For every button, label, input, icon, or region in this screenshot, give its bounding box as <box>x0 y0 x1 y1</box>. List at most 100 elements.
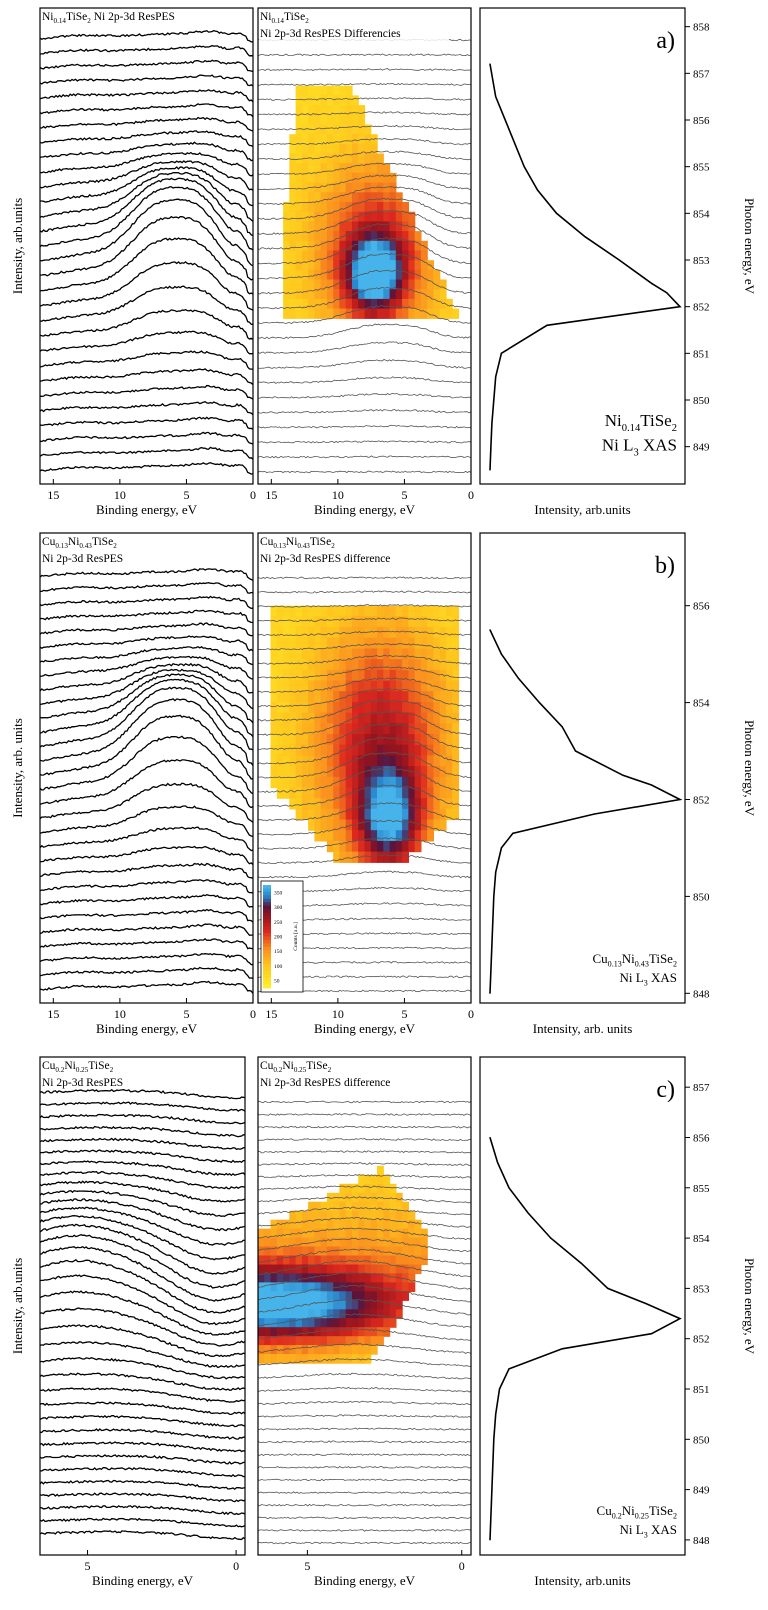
heatmap-cell <box>389 1282 397 1292</box>
diff-spectrum-curve <box>257 1313 472 1328</box>
heatmap-cell <box>395 787 403 799</box>
diff-title-c-line: Cu0.2Ni0.25TiSe2 <box>260 1060 332 1074</box>
heatmap-cell <box>289 616 297 628</box>
heatmap-cell <box>383 669 391 682</box>
heatmap-cell <box>270 744 278 756</box>
heatmap-cell <box>370 260 378 271</box>
heatmap-cell <box>364 691 372 703</box>
diff-title-bg <box>259 9 449 47</box>
heatmap-cell <box>283 1237 290 1248</box>
heatmap-cell <box>445 787 453 799</box>
diff-spectrum-curve <box>257 1343 472 1355</box>
heatmap-cell <box>383 1264 391 1275</box>
heatmap-cell <box>364 701 372 714</box>
heatmap-cell <box>383 1192 391 1203</box>
heatmap-cell <box>427 648 434 660</box>
diff-spectrum-curve <box>257 723 472 751</box>
heatmap-cell <box>383 616 391 628</box>
heatmap-cell <box>358 648 366 660</box>
heatmap-cell <box>414 1219 422 1230</box>
heatmap-cell <box>377 1165 384 1176</box>
diff-xlabel-c: Binding energy, eV <box>314 1573 416 1588</box>
heatmap-cell <box>270 1282 278 1292</box>
heatmap-cell <box>389 787 397 799</box>
heatmap-cell <box>289 221 297 232</box>
heatmap-cell <box>433 637 441 650</box>
xas-sample-label-c-run: Ni L <box>620 1522 644 1537</box>
heatmap-cell <box>314 1273 322 1283</box>
pes-b-xtick-label: 10 <box>114 1007 126 1021</box>
heatmap-cell <box>377 153 384 164</box>
heatmap-cell <box>352 182 359 193</box>
heatmap-cell <box>333 637 341 650</box>
heatmap-cell <box>370 1300 378 1310</box>
heatmap-cell <box>326 1273 334 1283</box>
heatmap-cell <box>301 723 309 735</box>
xas-point <box>493 895 495 898</box>
heatmap-cell <box>383 701 391 714</box>
heatmap-cell <box>283 1228 290 1239</box>
heatmap-cell <box>326 1192 334 1203</box>
heatmap-cell <box>270 648 278 660</box>
diff-spectrum-curve <box>258 1272 472 1291</box>
heatmap-cell <box>295 616 303 628</box>
heatmap-cell <box>301 192 309 203</box>
xas-point <box>574 750 577 752</box>
heatmap-cell <box>383 798 391 810</box>
heatmap-cell <box>352 153 359 164</box>
colorbar-swatch <box>263 960 271 965</box>
heatmap-cell <box>427 712 434 724</box>
pes-spectrum-curve <box>39 655 254 680</box>
heatmap-cell <box>276 627 284 639</box>
heatmap-cell <box>333 1246 341 1257</box>
pes-title-c-run: Ni <box>64 1060 76 1072</box>
heatmap-cell <box>258 1273 265 1283</box>
heatmap-cell <box>414 1246 422 1257</box>
heatmap-cell <box>264 1345 272 1355</box>
heatmap-cell <box>420 250 428 261</box>
heatmap-cell <box>308 776 315 789</box>
heatmap-cell <box>258 1246 265 1257</box>
heatmap-cell <box>364 627 372 639</box>
heatmap-cell <box>289 659 297 671</box>
pes-spectrum-curve <box>39 171 254 222</box>
heatmap-cell <box>283 787 290 799</box>
diff-spectrum-curve <box>257 111 472 116</box>
heatmap-cell <box>295 269 303 281</box>
heatmap-cell <box>308 172 315 184</box>
heatmap-cell <box>326 637 334 650</box>
heatmap-cell <box>377 298 384 310</box>
heatmap-cell <box>295 637 303 650</box>
heatmap-cell <box>283 712 290 724</box>
heatmap-cell <box>301 627 309 639</box>
heatmap-cell <box>377 1318 384 1328</box>
heatmap-cell <box>339 279 347 290</box>
heatmap-cell <box>289 1345 297 1355</box>
heatmap-cell <box>320 95 328 106</box>
heatmap-cell <box>445 616 453 628</box>
xas-point <box>491 1489 493 1491</box>
heatmap-cell <box>345 637 353 650</box>
heatmap-cell <box>377 279 384 290</box>
heatmap-cell <box>352 163 359 174</box>
heatmap-cell <box>377 250 384 261</box>
pes-spectrum-curve <box>39 462 254 475</box>
heatmap-cell <box>301 798 309 810</box>
heatmap-cell <box>383 1210 391 1221</box>
heatmap-cell <box>420 279 428 290</box>
heatmap-cell <box>289 134 297 145</box>
heatmap-cell <box>339 712 347 724</box>
heatmap-cell <box>320 269 328 281</box>
heatmap-cell <box>333 153 341 164</box>
heatmap-cell <box>395 298 403 310</box>
heatmap-cell <box>358 1336 366 1346</box>
diff-spectrum-curve <box>257 1414 472 1418</box>
heatmap-cell <box>383 648 391 660</box>
heatmap-cell <box>364 289 372 300</box>
heatmap-cell <box>339 680 347 692</box>
heatmap-cell <box>402 798 409 810</box>
heatmap-cell <box>352 701 359 714</box>
heatmap-cell <box>301 1327 309 1337</box>
heatmap-cell <box>364 808 372 821</box>
heatmap-cell <box>408 637 416 650</box>
